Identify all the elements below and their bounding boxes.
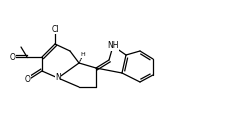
Text: O: O — [10, 53, 16, 61]
Text: N: N — [55, 73, 61, 83]
Text: Cl: Cl — [51, 24, 59, 34]
Text: H: H — [81, 53, 85, 57]
Text: NH: NH — [107, 42, 119, 50]
Text: O: O — [25, 76, 31, 84]
